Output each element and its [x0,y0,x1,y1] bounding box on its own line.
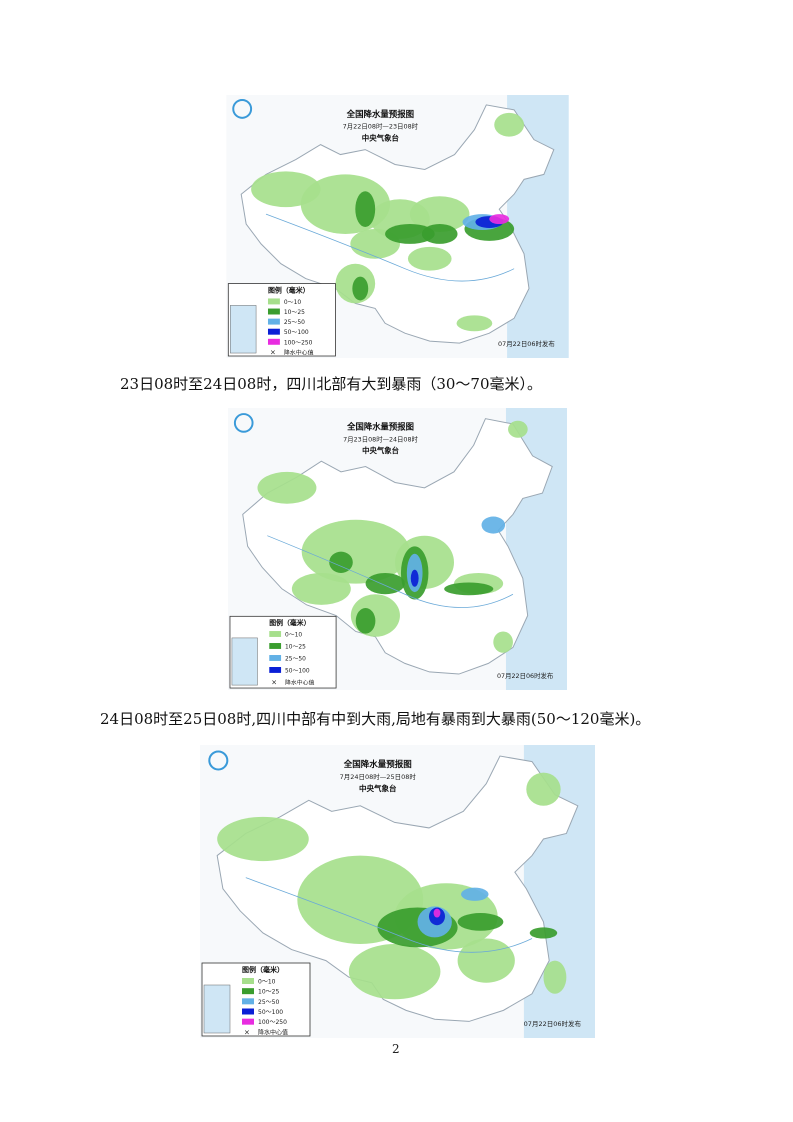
legend-swatch [269,655,282,661]
map-agency: 中央气象台 [359,783,397,793]
map-period: 7月22日08时—23日08时 [343,122,419,131]
legend-label: 降水中心值 [284,348,314,356]
logo [233,413,254,433]
rain-area [489,214,510,225]
river [267,535,514,608]
rain-area [348,944,441,1000]
legend-label: 降水中心值 [285,678,315,686]
inset-map [230,305,257,354]
rain-area [421,224,458,244]
legend-swatch [267,338,280,345]
rain-area [407,246,452,271]
logo [208,750,229,771]
inset-map [203,984,231,1034]
legend-label: 10～25 [258,989,279,996]
legend-swatch [269,631,282,637]
legend-label: 0～10 [284,299,301,306]
legend-marker: × [244,1028,250,1036]
legend-label: 100～250 [284,339,313,346]
map-agency: 中央气象台 [362,446,399,455]
legend-label: 25～50 [258,999,279,1006]
rain-area [508,420,528,438]
logo [232,98,253,119]
legend-swatch [242,988,254,995]
rain-area [291,572,351,605]
legend-label: 10～25 [284,309,305,316]
river [245,877,533,953]
legend-swatch [242,978,254,984]
issue-note: 07月22日06时发布 [498,339,555,348]
legend-swatch [269,667,282,673]
legend-label: 100～250 [258,1019,287,1026]
legend-swatch [242,1008,254,1015]
legend-label: 25～50 [284,319,305,326]
legend-title: 图例（毫米） [242,965,284,974]
map-agency: 中央气象台 [362,133,400,143]
map-period: 7月23日08时—24日08时 [343,434,418,443]
page-number: 2 [392,1042,400,1056]
issue-note: 07月22日06时发布 [524,1019,582,1028]
legend-swatch [242,998,254,1005]
rain-area [481,516,506,534]
legend-marker: × [271,678,277,686]
rain-area [217,816,309,862]
legend-title: 图例（毫米） [268,285,310,294]
legend-label: 50～100 [284,329,309,336]
map-period: 7月24日08时—25日08时 [340,772,417,781]
issue-note: 07月22日06时发布 [497,671,553,680]
rain-area [355,608,376,634]
legend-title: 图例（毫米） [269,618,310,627]
legend-swatch [267,328,280,335]
map-title: 全国降水量预报图 [346,422,414,432]
rain-area [257,471,317,504]
legend-swatch [267,318,280,325]
legend-marker: × [270,348,276,356]
legend-label: 0～10 [285,632,302,638]
rain-area [543,960,567,994]
legend-swatch [267,298,280,305]
legend-swatch [242,1018,254,1025]
caption: 24日08时至25日08时,四川中部有中到大雨,局地有暴雨到大暴雨(50～120… [100,710,651,728]
rain-area [457,913,504,931]
rain-area [526,772,561,806]
legend-label: 降水中心值 [258,1028,288,1036]
legend-swatch [269,643,282,649]
rain-area [355,191,376,227]
rain-area [493,631,513,653]
rain-area [494,112,525,137]
rain-area [457,938,515,983]
map-title: 全国降水量预报图 [343,759,412,770]
rain-area [410,569,419,587]
rain-area [444,582,494,596]
rain-area [329,551,353,573]
legend-label: 25～50 [285,656,306,662]
rain-area [301,519,410,584]
rain-area [365,572,405,595]
rain-area [433,908,441,918]
rain-area [529,927,558,939]
map-title: 全国降水量预报图 [346,109,414,119]
river [265,213,515,282]
legend-label: 10～25 [285,644,306,650]
inset-map [231,637,258,686]
legend-label: 0～10 [258,979,276,986]
rain-area [409,196,470,232]
rain-area [461,887,489,901]
legend-label: 50～100 [285,668,310,674]
rain-area [385,224,435,244]
rain-area [352,276,369,301]
legend-swatch [267,308,280,315]
caption: 23日08时至24日08时，四川北部有大到暴雨（30～70毫米）。 [120,375,543,393]
rain-area [456,315,493,332]
legend-label: 50～100 [258,1009,283,1016]
